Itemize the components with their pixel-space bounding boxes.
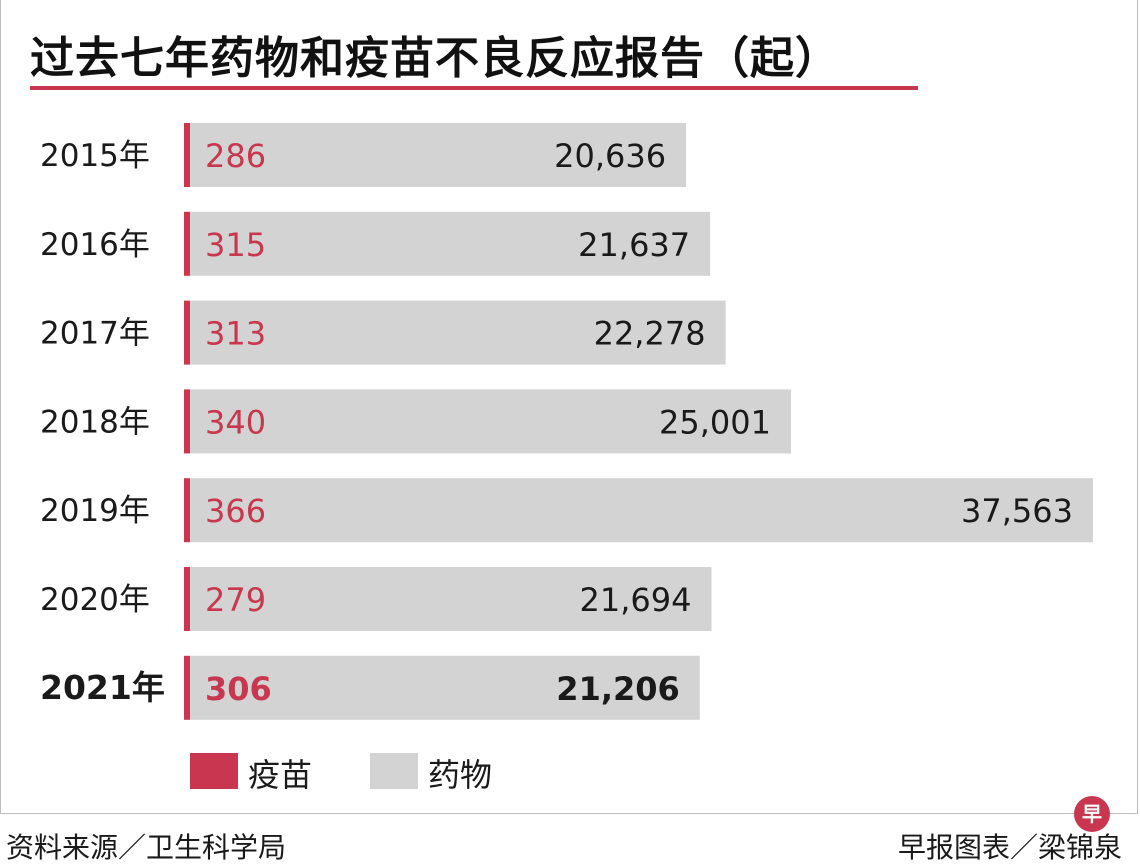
category-label: 2019年 bbox=[40, 493, 150, 529]
drug-value-label: 21,694 bbox=[580, 581, 692, 619]
source-note: 资料来源／卫生科学局 bbox=[6, 831, 287, 864]
vaccine-bar bbox=[184, 567, 190, 631]
drug-value-label: 25,001 bbox=[659, 403, 771, 441]
legend-swatch-vaccine bbox=[190, 753, 238, 789]
title-underline bbox=[30, 86, 918, 90]
category-label: 2017年 bbox=[40, 316, 150, 352]
vaccine-value-label: 313 bbox=[205, 315, 266, 353]
drug-value-label: 21,637 bbox=[578, 226, 690, 264]
vaccine-value-label: 279 bbox=[205, 581, 266, 619]
legend-swatch-drug bbox=[370, 753, 418, 789]
drug-value-label: 37,563 bbox=[961, 492, 1073, 530]
bar-chart: 2015年 286 20,636 2016年 315 21,637 2017年 313 22,2… bbox=[40, 123, 1093, 720]
drug-value-label: 20,636 bbox=[554, 137, 666, 175]
drug-value-label: 22,278 bbox=[594, 315, 706, 353]
chart-frame bbox=[0, 0, 1138, 814]
category-label: 2020年 bbox=[40, 582, 150, 618]
vaccine-value-label: 366 bbox=[205, 492, 266, 530]
zaobao-logo-icon: 早 bbox=[1074, 796, 1110, 832]
chart-title: 过去七年药物和疫苗不良反应报告（起） bbox=[30, 33, 840, 84]
drug-bar bbox=[190, 478, 1093, 543]
vaccine-bar bbox=[184, 300, 190, 365]
vaccine-value-label: 286 bbox=[205, 137, 266, 175]
category-label: 2015年 bbox=[40, 138, 150, 174]
category-label: 2018年 bbox=[40, 404, 150, 440]
vaccine-bar bbox=[184, 655, 190, 720]
drug-bar bbox=[190, 655, 700, 720]
drug-bar bbox=[190, 389, 792, 454]
drug-bar bbox=[190, 123, 687, 187]
drug-bar bbox=[190, 211, 711, 276]
vaccine-value-label: 340 bbox=[205, 403, 266, 441]
vaccine-value-label: 315 bbox=[205, 226, 266, 264]
vaccine-bar bbox=[184, 389, 190, 454]
vaccine-value-label: 306 bbox=[205, 670, 272, 708]
legend-label-drug: 药物 bbox=[428, 756, 493, 794]
drug-bar bbox=[190, 300, 726, 365]
drug-value-label: 21,206 bbox=[556, 670, 679, 708]
category-label: 2021年 bbox=[40, 668, 165, 707]
credit-note: 早报图表／梁锦泉 bbox=[898, 831, 1123, 864]
legend-label-vaccine: 疫苗 bbox=[248, 756, 313, 794]
drug-bar bbox=[190, 567, 712, 631]
vaccine-bar bbox=[184, 123, 190, 187]
category-label: 2016年 bbox=[40, 227, 150, 263]
vaccine-bar bbox=[184, 478, 190, 543]
vaccine-bar bbox=[184, 211, 190, 276]
